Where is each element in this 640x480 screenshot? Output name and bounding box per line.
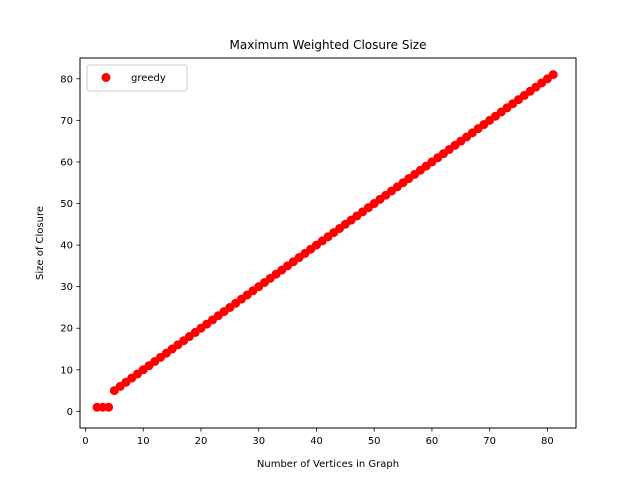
legend: greedy	[86, 64, 188, 92]
y-axis-ticks: 0 10 20 30 40 50 60 70 80	[60, 74, 80, 418]
y-tick-label: 80	[60, 74, 73, 85]
plot-marks	[92, 70, 558, 412]
x-axis-label: Number of Vertices in Graph	[257, 459, 399, 470]
x-tick-label: 80	[541, 436, 554, 447]
plot-frame	[79, 57, 577, 429]
y-tick-label: 20	[60, 324, 73, 335]
y-tick-label: 10	[60, 365, 73, 376]
y-tick-label: 60	[60, 157, 73, 168]
y-tick-label: 50	[60, 199, 73, 210]
x-tick-label: 20	[195, 436, 208, 447]
y-tick-label: 30	[60, 282, 73, 293]
y-tick-label: 70	[60, 116, 73, 127]
legend-label-greedy: greedy	[131, 73, 166, 84]
x-tick-label: 60	[426, 436, 439, 447]
x-tick-label: 10	[137, 436, 150, 447]
legend-box	[86, 64, 188, 92]
x-tick-label: 50	[368, 436, 381, 447]
data-point	[548, 70, 558, 80]
x-tick-label: 30	[252, 436, 265, 447]
x-tick-label: 0	[82, 436, 88, 447]
chart-title: Maximum Weighted Closure Size	[230, 38, 427, 52]
x-tick-label: 70	[483, 436, 496, 447]
y-tick-label: 0	[67, 407, 73, 418]
data-point	[104, 402, 114, 412]
legend-marker-greedy	[101, 73, 111, 82]
x-axis-ticks: 0 10 20 30 40 50 60 70 80	[82, 428, 554, 447]
x-tick-label: 40	[310, 436, 323, 447]
y-tick-label: 40	[60, 241, 73, 252]
y-axis-label: Size of Closure	[35, 206, 46, 280]
